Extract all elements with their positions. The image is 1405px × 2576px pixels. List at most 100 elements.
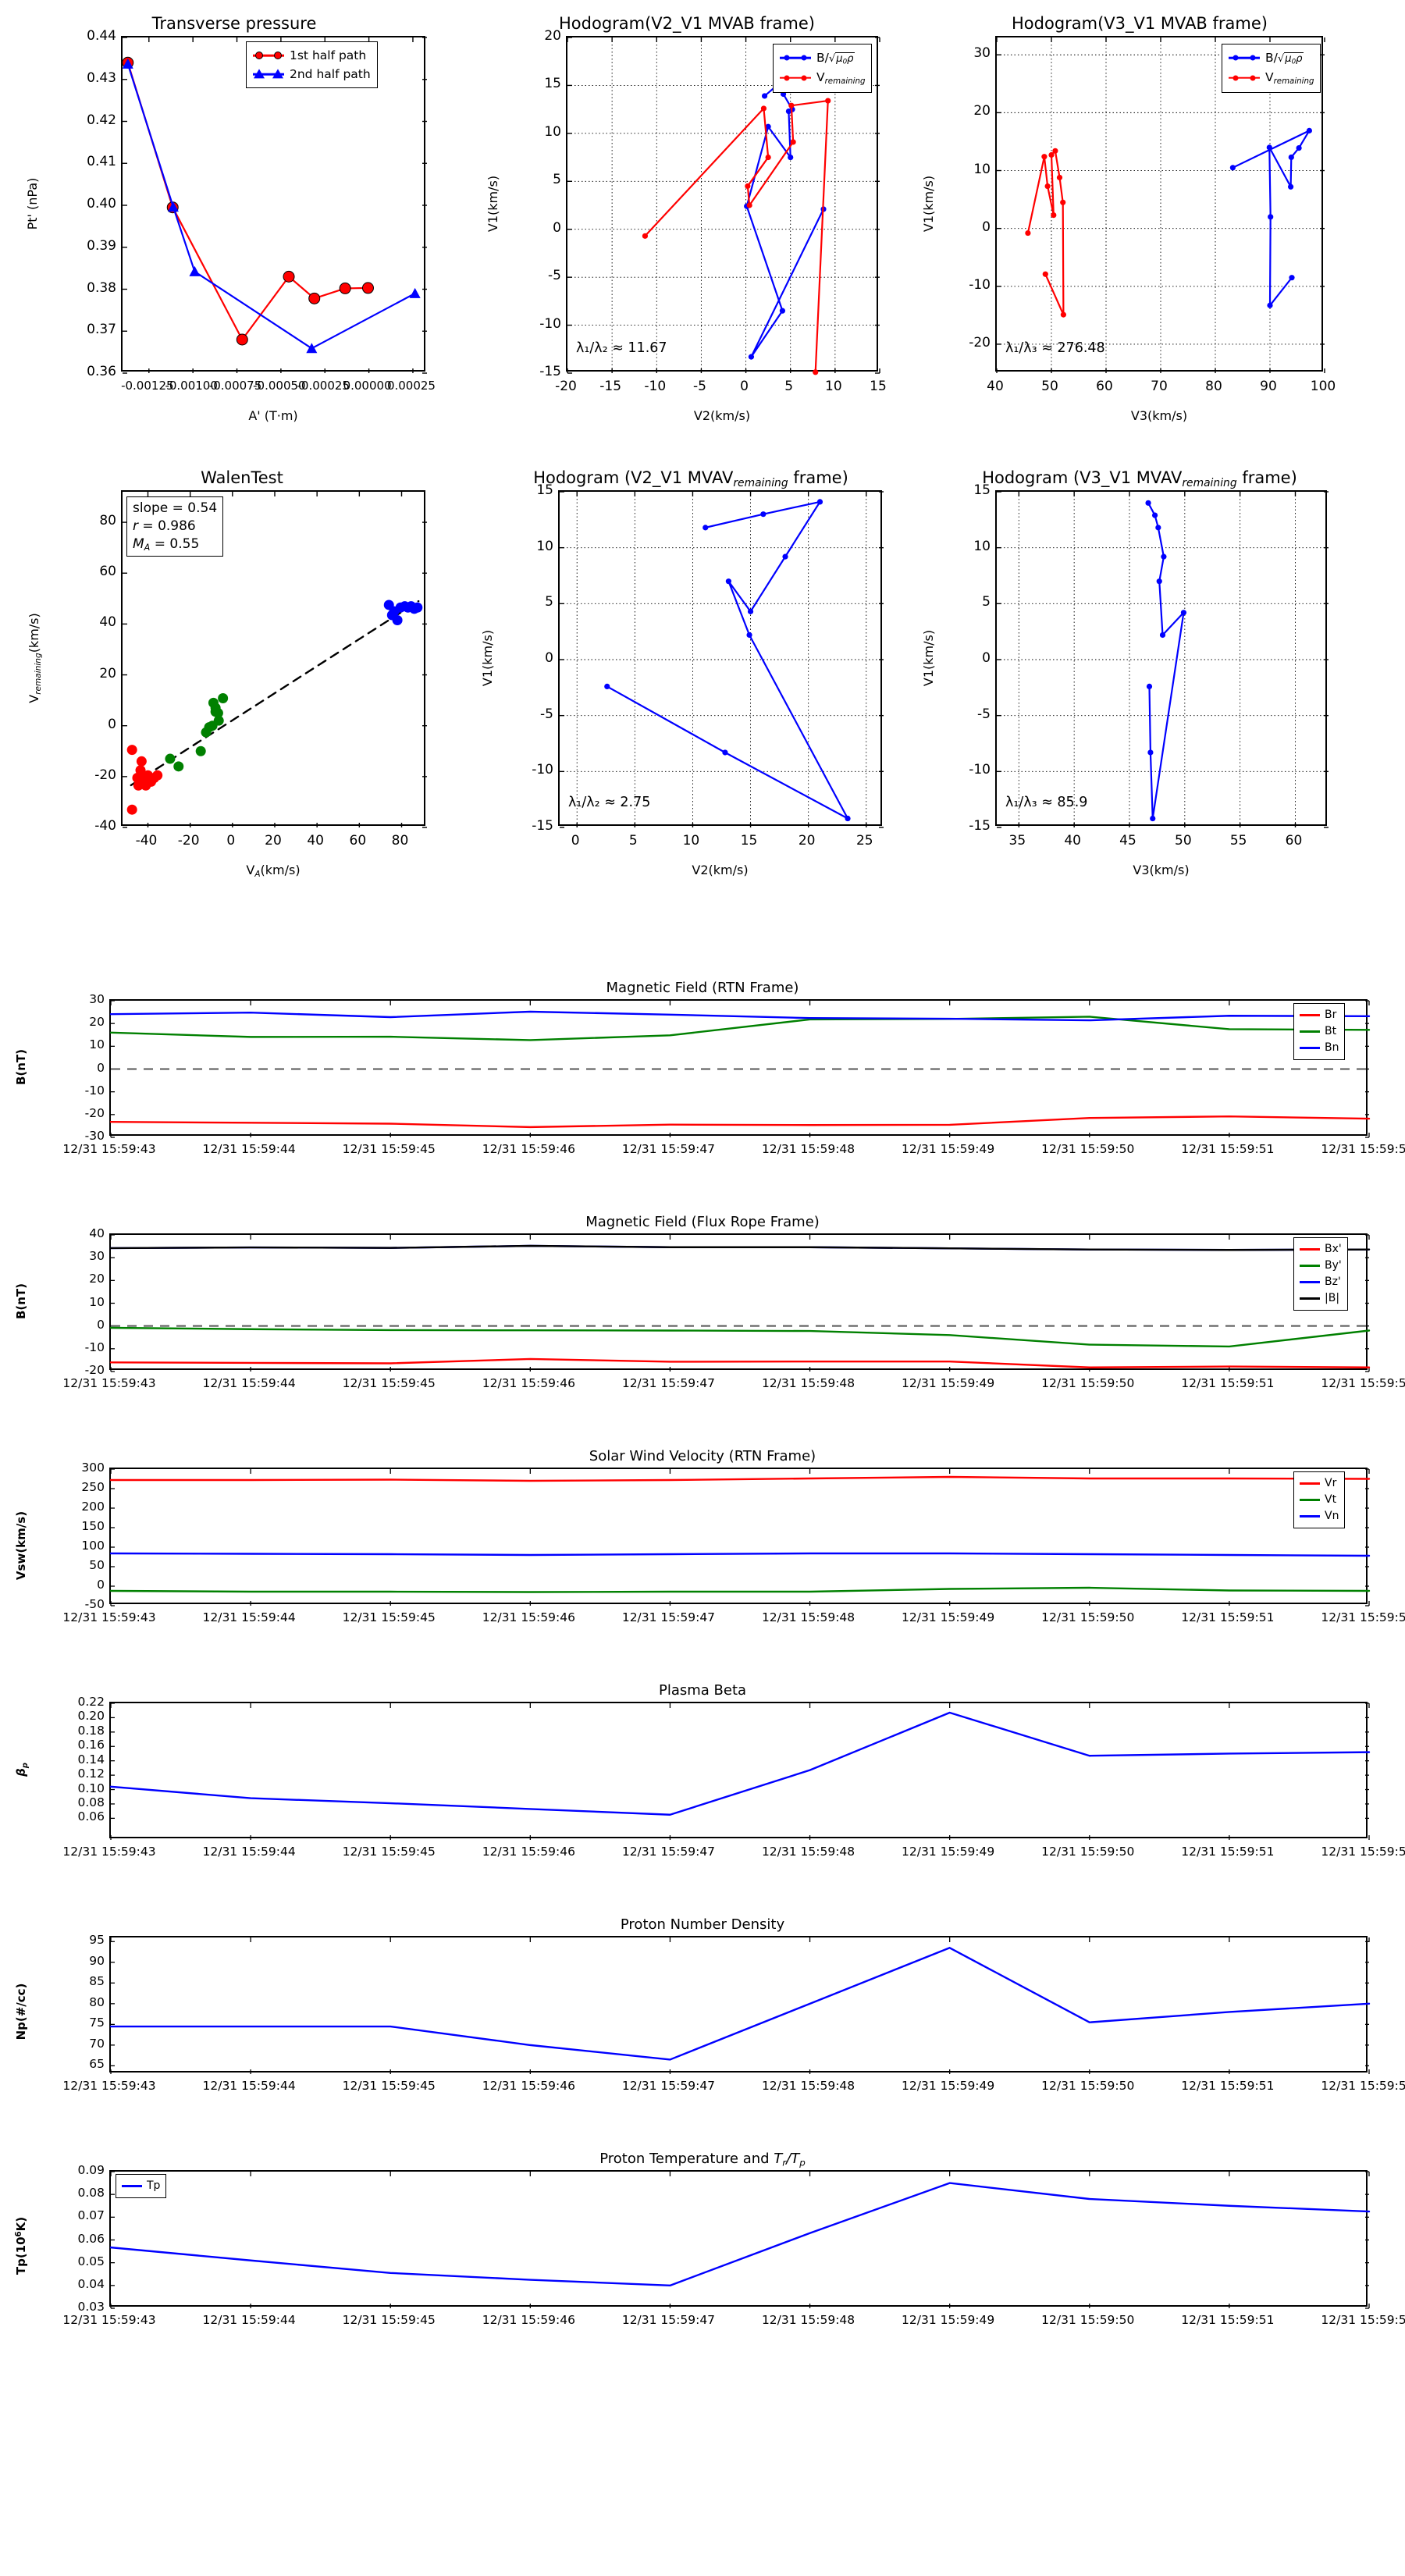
y-axis-tick-label: 0: [108, 716, 116, 732]
legend-item[interactable]: 1st half path: [253, 46, 371, 65]
legend-item[interactable]: Bn: [1300, 1040, 1339, 1056]
x-axis-time-label: 12/31 15:59:50: [1041, 1376, 1135, 1390]
panel-solar-wind-velocity-rtn: Solar Wind Velocity (RTN Frame) Vsw(km/s…: [0, 1448, 1405, 1639]
legend-item[interactable]: Bt: [1300, 1023, 1339, 1040]
legend[interactable]: Br Bt Bn: [1293, 1003, 1346, 1060]
legend[interactable]: Vr Vt Vn: [1293, 1471, 1346, 1528]
y-axis-tick-label: 75: [89, 2016, 105, 2030]
x-axis-tick-label: 40: [307, 833, 324, 849]
legend-label: Vr: [1325, 1477, 1337, 1489]
legend-label: Bx': [1325, 1243, 1342, 1255]
x-axis-time-label: 12/31 15:59:51: [1181, 2079, 1275, 2093]
y-axis-tick-label: -15: [532, 818, 553, 834]
x-axis-time-label: 12/31 15:59:44: [202, 1610, 296, 1624]
legend-item[interactable]: Tp: [122, 2178, 160, 2194]
x-axis-time-label: 12/31 15:59:45: [342, 1376, 436, 1390]
panel-title: Hodogram(V2_V1 MVAB frame): [559, 14, 815, 33]
legend-label: By': [1325, 1259, 1342, 1272]
legend-item[interactable]: Vremaining: [1229, 68, 1314, 88]
x-axis-time-label: 12/31 15:59:44: [202, 1845, 296, 1859]
x-axis-time-label: 12/31 15:59:52: [1321, 2313, 1405, 2327]
x-axis-label: V3(km/s): [1133, 863, 1190, 877]
legend-item[interactable]: Br: [1300, 1007, 1339, 1023]
legend[interactable]: B/√μ0ρ Vremaining: [773, 44, 873, 93]
x-axis-time-label: 12/31 15:59:48: [761, 2313, 855, 2327]
panel-title: Hodogram (V2_V1 MVAVremaining frame): [533, 468, 848, 489]
legend-label: Bn: [1325, 1041, 1339, 1054]
legend-item[interactable]: B/√μ0ρ: [1229, 48, 1314, 68]
legend[interactable]: B/√μ0ρ Vremaining: [1222, 44, 1321, 93]
legend-label: Bt: [1325, 1025, 1337, 1037]
x-axis-tick-label: -0.00125: [121, 379, 174, 393]
panel-proton-number-density: Proton Number Density Np(#/cc) 65 70 75 80 8…: [0, 1916, 1405, 2108]
y-axis-label: Vsw(km/s): [14, 1510, 28, 1581]
y-axis-tick-label: 0.43: [87, 69, 116, 86]
y-axis-tick-label: 10: [544, 123, 561, 140]
plot-area: [109, 1936, 1371, 2074]
x-axis-time-label: 12/31 15:59:51: [1181, 2313, 1275, 2327]
legend-item[interactable]: Vn: [1300, 1508, 1339, 1525]
legend-item[interactable]: Vremaining: [780, 68, 865, 88]
x-axis-time-label: 12/31 15:59:50: [1041, 1610, 1135, 1624]
legend-item[interactable]: By': [1300, 1258, 1342, 1274]
legend-item[interactable]: B/√μ0ρ: [780, 48, 865, 68]
y-axis-tick-label: 0.40: [87, 196, 116, 212]
line-marker-icon: [1229, 73, 1260, 83]
eigenvalue-ratio-annotation: λ₁/λ₂ ≈ 2.75: [568, 795, 651, 810]
y-axis-tick-label: 0.42: [87, 112, 116, 128]
legend[interactable]: Tp: [116, 2174, 167, 2198]
y-axis-tick-label: 5: [553, 172, 561, 188]
x-axis-tick-label: 5: [784, 379, 794, 394]
y-axis-tick-label: 70: [89, 2036, 105, 2051]
y-axis-label: V1(km/s): [921, 175, 936, 233]
y-axis-tick-label: 0.41: [87, 154, 116, 170]
x-axis-time-label: 12/31 15:59:45: [342, 1142, 436, 1156]
y-axis-tick-label: 15: [536, 482, 553, 498]
x-axis-time-label: 12/31 15:59:43: [62, 1845, 156, 1859]
legend-item[interactable]: 2nd half path: [253, 65, 371, 84]
panel-title: Plasma Beta: [658, 1682, 747, 1699]
x-axis-tick-label: 5: [628, 833, 638, 849]
x-axis-tick-label: 50: [1175, 833, 1192, 849]
line-marker-icon: [1229, 53, 1260, 63]
y-axis-tick-label: -10: [969, 762, 991, 778]
line-marker-icon: [780, 53, 811, 63]
y-axis-tick-label: -20: [84, 1105, 105, 1120]
y-axis-tick-label: 0.07: [77, 2208, 105, 2223]
x-axis-time-label: 12/31 15:59:49: [902, 1845, 995, 1859]
x-axis-time-label: 12/31 15:59:52: [1321, 1610, 1405, 1624]
legend[interactable]: 1st half path 2nd half path: [246, 41, 378, 89]
x-axis-tick-label: 80: [1205, 379, 1222, 394]
legend-item[interactable]: Vt: [1300, 1492, 1339, 1508]
legend-item[interactable]: Bx': [1300, 1241, 1342, 1258]
x-axis-tick-label: 60: [349, 833, 367, 849]
legend-line-icon: [1300, 1499, 1320, 1501]
y-axis-tick-label: 0.12: [77, 1767, 105, 1781]
x-axis-tick-label: 80: [391, 833, 409, 849]
y-axis-tick-label: 95: [89, 1933, 105, 1948]
y-axis-label: Vremaining(km/s): [27, 613, 43, 703]
x-axis-label: V2(km/s): [692, 863, 749, 877]
panel-hodogram-v3v1-mvav: Hodogram (V3_V1 MVAVremaining frame) V1(…: [921, 468, 1350, 890]
x-axis-tick-label: -0.00075: [208, 379, 262, 393]
y-axis-tick-label: -15: [969, 818, 991, 834]
legend-line-icon: [1300, 1297, 1320, 1300]
y-axis-tick-label: -10: [532, 762, 553, 778]
legend-item[interactable]: |B|: [1300, 1290, 1342, 1307]
y-axis-tick-label: -10: [969, 276, 991, 293]
legend-item[interactable]: Vr: [1300, 1475, 1339, 1492]
x-axis-time-label: 12/31 15:59:43: [62, 2313, 156, 2327]
legend-line-icon: [1300, 1281, 1320, 1283]
x-axis-tick-label: -20: [555, 379, 577, 394]
walen-r: r = 0.986: [133, 518, 196, 534]
x-axis-tick-label: -20: [177, 833, 200, 849]
legend-label: Vt: [1325, 1493, 1337, 1506]
y-axis-tick-label: 0.06: [77, 1809, 105, 1824]
legend-item[interactable]: Bz': [1300, 1274, 1342, 1290]
y-axis-tick-label: 0.04: [77, 2276, 105, 2291]
y-axis-tick-label: 0: [553, 219, 561, 236]
legend[interactable]: Bx' By' Bz' |B|: [1293, 1237, 1348, 1311]
y-axis-tick-label: 20: [973, 103, 991, 119]
x-axis-time-label: 12/31 15:59:47: [621, 1376, 716, 1390]
legend-line-icon: [1300, 1482, 1320, 1485]
